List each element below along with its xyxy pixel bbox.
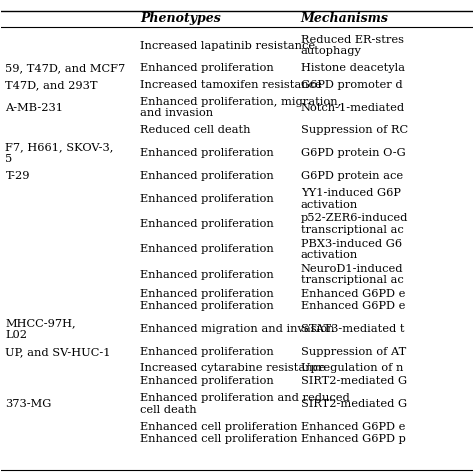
Text: SIRT2-mediated G: SIRT2-mediated G <box>301 399 407 409</box>
Text: YY1-induced G6P
activation: YY1-induced G6P activation <box>301 188 401 210</box>
Text: Enhanced proliferation: Enhanced proliferation <box>140 148 274 158</box>
Text: F7, H661, SKOV-3,
5: F7, H661, SKOV-3, 5 <box>5 142 114 164</box>
Text: PBX3-induced G6
activation: PBX3-induced G6 activation <box>301 238 402 260</box>
Text: Enhanced G6PD e: Enhanced G6PD e <box>301 301 405 311</box>
Text: Enhanced cell proliferation: Enhanced cell proliferation <box>140 421 298 431</box>
Text: Enhanced proliferation: Enhanced proliferation <box>140 289 274 299</box>
Text: NeuroD1-induced
transcriptional ac: NeuroD1-induced transcriptional ac <box>301 264 403 285</box>
Text: Enhanced proliferation: Enhanced proliferation <box>140 376 274 386</box>
Text: G6PD promoter d: G6PD promoter d <box>301 80 402 90</box>
Text: Suppression of AT: Suppression of AT <box>301 347 406 357</box>
Text: Reduced ER-stres
autophagy: Reduced ER-stres autophagy <box>301 35 404 56</box>
Text: Enhanced proliferation: Enhanced proliferation <box>140 270 274 280</box>
Text: Increased cytarabine resistance: Increased cytarabine resistance <box>140 363 326 374</box>
Text: Enhanced proliferation: Enhanced proliferation <box>140 245 274 255</box>
Text: Enhanced G6PD p: Enhanced G6PD p <box>301 434 406 444</box>
Text: Reduced cell death: Reduced cell death <box>140 126 251 136</box>
Text: Suppression of RC: Suppression of RC <box>301 126 408 136</box>
Text: Histone deacetyla: Histone deacetyla <box>301 64 405 73</box>
Text: MHCC-97H,
L02: MHCC-97H, L02 <box>5 318 76 340</box>
Text: T-29: T-29 <box>5 171 30 181</box>
Text: G6PD protein O-G: G6PD protein O-G <box>301 148 406 158</box>
Text: 373-MG: 373-MG <box>5 399 52 409</box>
Text: Upregulation of n: Upregulation of n <box>301 363 403 374</box>
Text: Enhanced proliferation: Enhanced proliferation <box>140 347 274 357</box>
Text: G6PD protein ace: G6PD protein ace <box>301 171 403 181</box>
Text: Enhanced proliferation, migration,
and invasion: Enhanced proliferation, migration, and i… <box>140 97 341 118</box>
Text: SIRT2-mediated G: SIRT2-mediated G <box>301 376 407 386</box>
Text: Phenotypes: Phenotypes <box>140 12 221 25</box>
Text: Enhanced G6PD e: Enhanced G6PD e <box>301 421 405 431</box>
Text: Increased lapatinib resistance: Increased lapatinib resistance <box>140 41 315 51</box>
Text: A-MB-231: A-MB-231 <box>5 103 64 113</box>
Text: Enhanced proliferation: Enhanced proliferation <box>140 171 274 181</box>
Text: STAT3-mediated t: STAT3-mediated t <box>301 324 404 334</box>
Text: Enhanced migration and invasion: Enhanced migration and invasion <box>140 324 335 334</box>
Text: Increased tamoxifen resistance: Increased tamoxifen resistance <box>140 80 322 90</box>
Text: T47D, and 293T: T47D, and 293T <box>5 80 98 90</box>
Text: p52-ZER6-induced
transcriptional ac: p52-ZER6-induced transcriptional ac <box>301 213 408 235</box>
Text: UP, and SV-HUC-1: UP, and SV-HUC-1 <box>5 347 111 357</box>
Text: Mechanisms: Mechanisms <box>301 12 389 25</box>
Text: Enhanced proliferation: Enhanced proliferation <box>140 301 274 311</box>
Text: Enhanced proliferation: Enhanced proliferation <box>140 194 274 204</box>
Text: Enhanced proliferation and reduced
cell death: Enhanced proliferation and reduced cell … <box>140 393 350 415</box>
Text: 59, T47D, and MCF7: 59, T47D, and MCF7 <box>5 64 126 73</box>
Text: Enhanced G6PD e: Enhanced G6PD e <box>301 289 405 299</box>
Text: Notch-1-mediated: Notch-1-mediated <box>301 103 405 113</box>
Text: Enhanced proliferation: Enhanced proliferation <box>140 64 274 73</box>
Text: Enhanced cell proliferation: Enhanced cell proliferation <box>140 434 298 444</box>
Text: Enhanced proliferation: Enhanced proliferation <box>140 219 274 229</box>
